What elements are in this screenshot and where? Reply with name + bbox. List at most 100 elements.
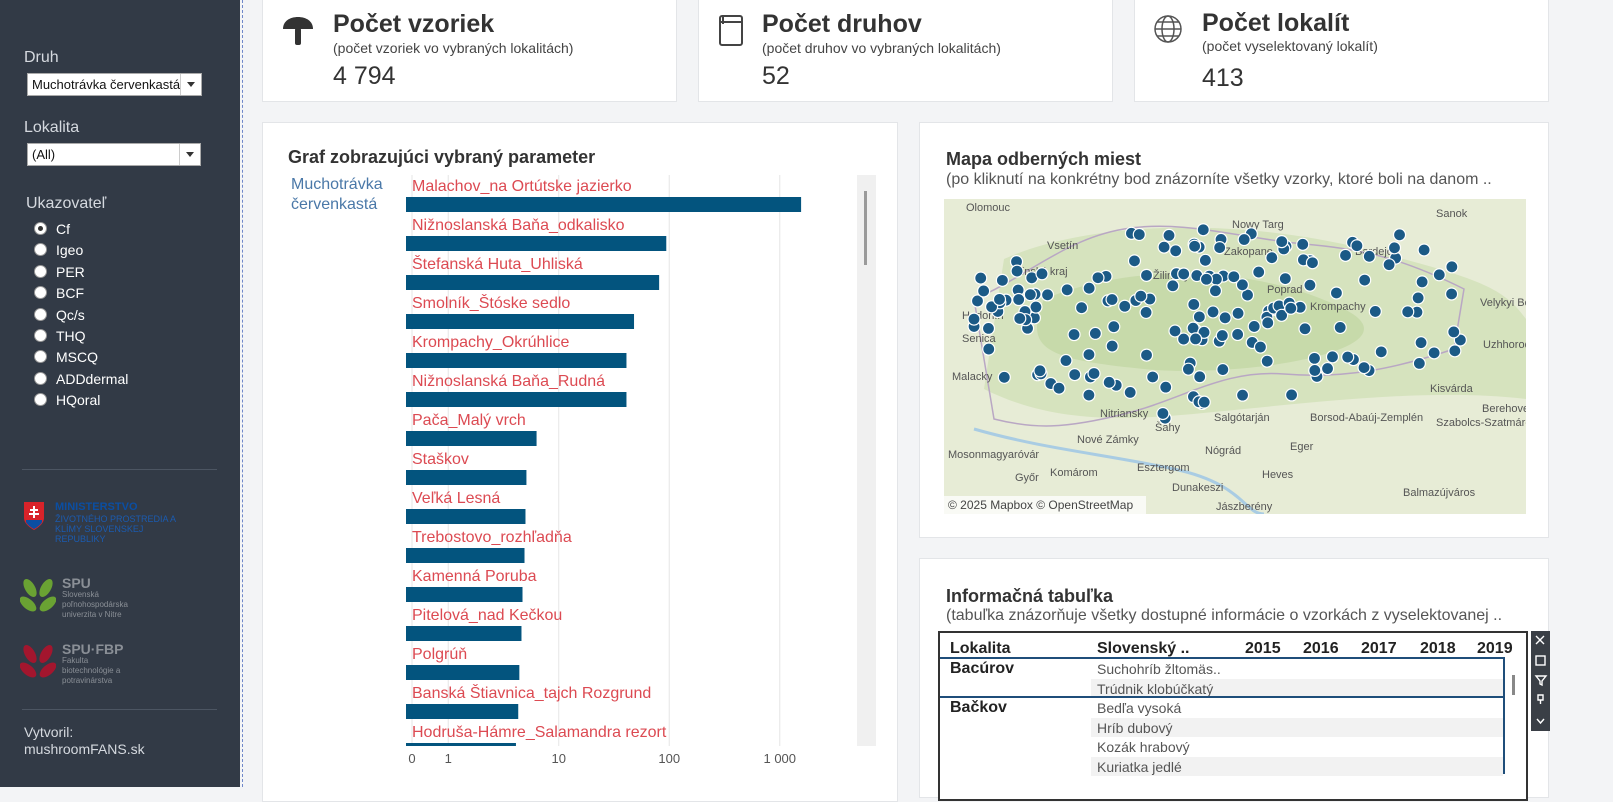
- map-marker[interactable]: [1187, 297, 1201, 312]
- map-marker[interactable]: [1059, 353, 1073, 368]
- radio-option[interactable]: Qc/s: [34, 307, 184, 323]
- bar[interactable]: [406, 236, 667, 251]
- map-marker[interactable]: [1261, 316, 1275, 330]
- creator[interactable]: mushroomFANS.sk: [24, 741, 145, 757]
- map-marker[interactable]: [1074, 301, 1089, 315]
- map-marker[interactable]: [1237, 232, 1251, 247]
- map-marker[interactable]: [992, 292, 1007, 306]
- map-marker[interactable]: [1227, 270, 1241, 284]
- map-marker[interactable]: [1023, 288, 1037, 302]
- map-marker[interactable]: [1284, 388, 1299, 402]
- bar[interactable]: [406, 275, 660, 290]
- map-marker[interactable]: [1392, 228, 1407, 242]
- map-marker[interactable]: [1118, 299, 1132, 313]
- map-marker[interactable]: [1188, 332, 1203, 346]
- map-marker[interactable]: [1139, 305, 1153, 320]
- map-marker[interactable]: [1235, 278, 1250, 292]
- map-marker[interactable]: [981, 321, 996, 335]
- bar[interactable]: [406, 392, 627, 407]
- map-marker[interactable]: [995, 273, 1009, 287]
- map-marker[interactable]: [1208, 284, 1223, 298]
- radio-option[interactable]: PER: [34, 264, 184, 280]
- map-marker[interactable]: [1082, 281, 1096, 295]
- map-marker[interactable]: [1231, 306, 1245, 320]
- bar[interactable]: [406, 197, 802, 212]
- bar[interactable]: [406, 431, 537, 446]
- radio-option[interactable]: MSCQ: [34, 349, 184, 365]
- map-marker[interactable]: [1134, 289, 1148, 303]
- map-marker[interactable]: [977, 284, 991, 298]
- map-marker[interactable]: [1052, 381, 1066, 395]
- bar[interactable]: [406, 314, 635, 329]
- map-marker[interactable]: [1368, 304, 1382, 319]
- map-marker[interactable]: [1012, 292, 1026, 307]
- bar[interactable]: [406, 743, 516, 758]
- map-marker[interactable]: [1082, 388, 1096, 402]
- map-marker[interactable]: [1329, 286, 1344, 300]
- map-marker[interactable]: [1341, 350, 1355, 364]
- map-marker[interactable]: [1139, 268, 1154, 282]
- map-marker[interactable]: [1412, 356, 1426, 370]
- map-marker[interactable]: [1105, 339, 1119, 353]
- map-marker[interactable]: [1333, 320, 1347, 335]
- scrollbar-thumb[interactable]: [864, 191, 867, 265]
- map-marker[interactable]: [1445, 260, 1459, 274]
- toolbar[interactable]: [1531, 631, 1550, 731]
- map-marker[interactable]: [1033, 364, 1047, 378]
- map-marker[interactable]: [1358, 273, 1372, 287]
- map-marker[interactable]: [1382, 258, 1396, 272]
- map-marker[interactable]: [1105, 292, 1119, 307]
- map-marker[interactable]: [1082, 347, 1096, 362]
- map-marker[interactable]: [1240, 288, 1255, 302]
- map-marker[interactable]: [1401, 305, 1415, 319]
- map-marker[interactable]: [1068, 368, 1082, 382]
- map-marker[interactable]: [1417, 243, 1431, 257]
- map-marker[interactable]: [1035, 267, 1049, 281]
- map-marker[interactable]: [1303, 278, 1317, 292]
- map-marker[interactable]: [1102, 375, 1116, 389]
- map-marker[interactable]: [1192, 310, 1206, 324]
- map-marker[interactable]: [1091, 271, 1105, 285]
- map-marker[interactable]: [1169, 244, 1183, 258]
- map-marker[interactable]: [1010, 264, 1024, 278]
- radio-option[interactable]: ADDdermal: [34, 371, 184, 387]
- radio-option[interactable]: THQ: [34, 328, 184, 344]
- radio-option[interactable]: HQoral: [34, 392, 184, 408]
- map-marker[interactable]: [1197, 395, 1211, 409]
- map-marker[interactable]: [1132, 227, 1146, 242]
- map-marker[interactable]: [1427, 346, 1441, 360]
- map-marker[interactable]: [1218, 311, 1232, 325]
- map-marker[interactable]: [1350, 239, 1364, 253]
- bar[interactable]: [406, 665, 520, 680]
- bar[interactable]: [406, 704, 519, 719]
- bar[interactable]: [406, 353, 627, 368]
- map-marker[interactable]: [1193, 370, 1207, 384]
- map-marker[interactable]: [1362, 249, 1376, 263]
- map-marker[interactable]: [1177, 267, 1191, 281]
- map-marker[interactable]: [1029, 300, 1043, 314]
- map-marker[interactable]: [1448, 344, 1462, 358]
- druh-dropdown[interactable]: Muchotrávka červenkastá: [27, 73, 202, 96]
- map-marker[interactable]: [1188, 239, 1202, 253]
- map-marker[interactable]: [1157, 240, 1171, 254]
- map-marker[interactable]: [1252, 265, 1266, 279]
- bar[interactable]: [406, 548, 525, 563]
- map-marker[interactable]: [1447, 325, 1461, 339]
- map-marker[interactable]: [1278, 272, 1292, 286]
- map-marker[interactable]: [1107, 320, 1121, 334]
- map-marker[interactable]: [1162, 228, 1176, 242]
- map-marker[interactable]: [1186, 321, 1200, 335]
- map-marker[interactable]: [1247, 319, 1261, 334]
- map-marker[interactable]: [1213, 241, 1227, 255]
- map-marker[interactable]: [974, 271, 988, 285]
- bar[interactable]: [406, 509, 526, 524]
- map-marker[interactable]: [1168, 324, 1182, 338]
- map-marker[interactable]: [984, 300, 999, 314]
- map-marker[interactable]: [1265, 251, 1279, 265]
- radio-option[interactable]: BCF: [34, 285, 184, 301]
- map-marker[interactable]: [970, 294, 985, 308]
- map-marker[interactable]: [1374, 345, 1388, 359]
- map-marker[interactable]: [1060, 283, 1074, 297]
- map-marker[interactable]: [1206, 305, 1220, 319]
